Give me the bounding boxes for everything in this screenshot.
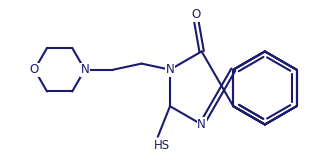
Text: O: O	[30, 63, 39, 76]
Text: N: N	[166, 63, 174, 76]
Text: N: N	[197, 118, 206, 131]
Text: O: O	[191, 8, 200, 21]
Text: HS: HS	[154, 140, 170, 153]
Text: N: N	[80, 63, 89, 76]
